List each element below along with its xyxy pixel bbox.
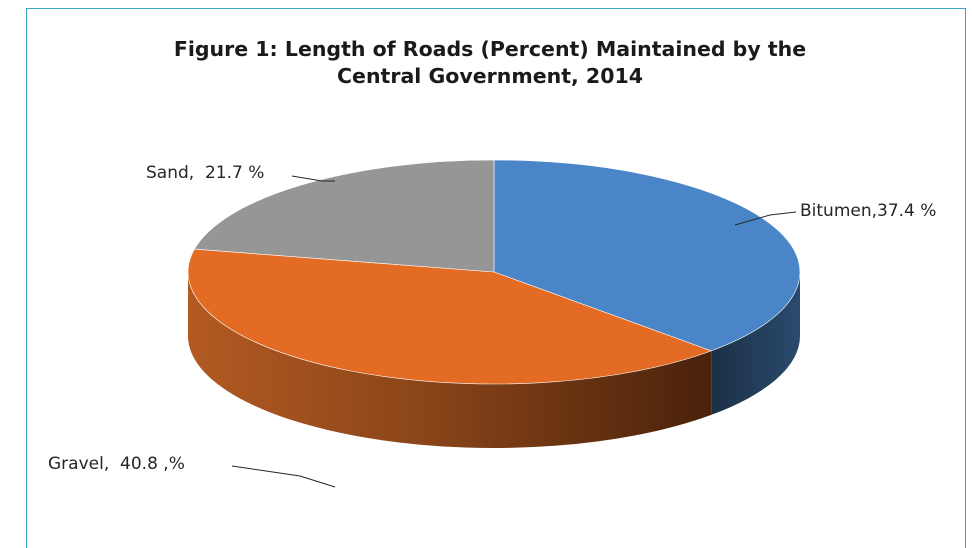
- slice-label-bitumen: Bitumen,37.4 %: [800, 201, 936, 221]
- leader-line-bitumen: [734, 211, 797, 226]
- slice-label-gravel: Gravel, 40.8 ,%: [48, 454, 185, 474]
- chart-title-line-1: Figure 1: Length of Roads (Percent) Main…: [173, 37, 807, 61]
- slice-label-sand: Sand, 21.7 %: [146, 163, 264, 183]
- slice-sand: [193, 159, 495, 273]
- slice-side-bitumen: [711, 272, 800, 415]
- chart-frame: [26, 8, 966, 548]
- slice-side-gravel: [188, 272, 712, 449]
- leader-line-gravel: [231, 465, 336, 488]
- slice-bitumen: [493, 159, 801, 352]
- chart-title: Figure 1: Length of Roads (Percent) Main…: [120, 36, 860, 90]
- leader-line-sand: [291, 175, 335, 182]
- slice-labels: Bitumen,37.4 % Gravel, 40.8 ,% Sand, 21.7 …: [48, 163, 936, 474]
- slice-gravel: [187, 248, 713, 385]
- pie-tops: [187, 159, 801, 385]
- chart-title-line-2: Central Government, 2014: [337, 64, 643, 88]
- pie-sides: [188, 272, 800, 449]
- leader-lines: [231, 175, 797, 488]
